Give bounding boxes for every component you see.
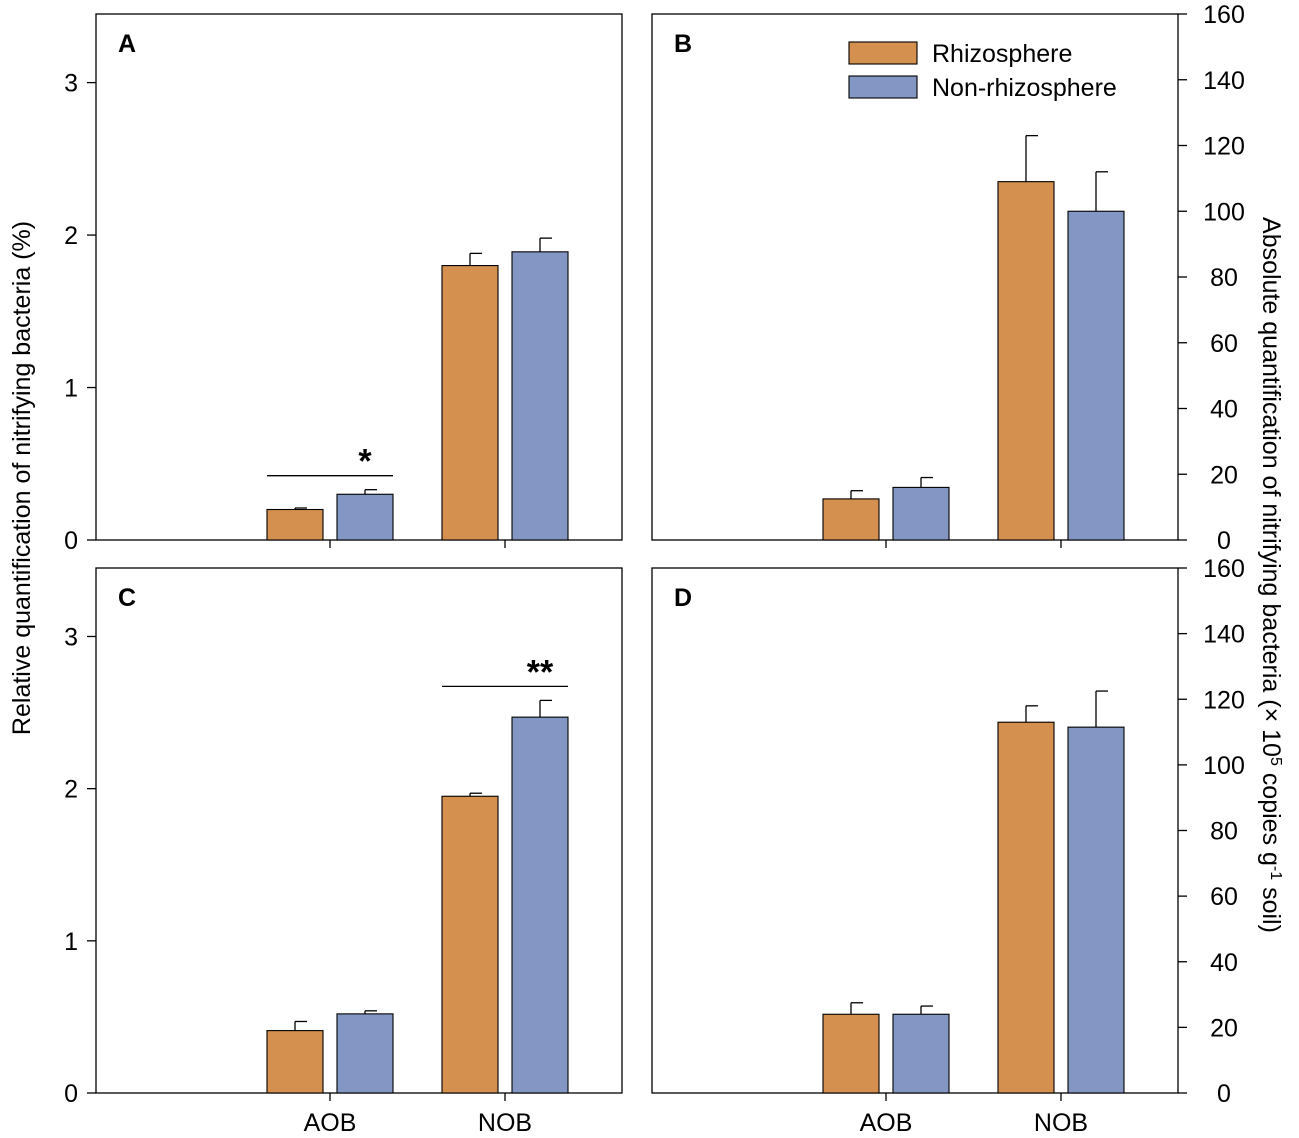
y-tick-label-B: 120 [1203,133,1245,161]
bar-A-non_rhizosphere-AOB [336,493,394,541]
y-tick-label-D: 20 [1210,1014,1238,1042]
bar-C-non_rhizosphere-NOB [511,716,569,1094]
y-tick-label-D: 160 [1203,555,1245,583]
x-tick-label-D: NOB [1034,1109,1088,1137]
bar-B-non_rhizosphere-NOB [1067,210,1125,541]
y-tick-label-B: 160 [1203,1,1245,29]
bar-D-non_rhizosphere-AOB [892,1013,950,1094]
y-tick-label-D: 60 [1210,883,1238,911]
bar-A-non_rhizosphere-NOB [511,251,569,541]
y-tick-label-C: 2 [64,776,78,804]
panel-B: 0 20 40 60 80 100 120 140 160 B Rhizosphere Non-rhi… [651,1,1245,555]
legend-swatch-rhizosphere [848,41,918,65]
y-tick-label-D: 0 [1217,1080,1231,1108]
bar-B-non_rhizosphere-AOB [892,486,950,541]
y-tick-label-D: 100 [1203,752,1245,780]
significance-marker-C: ** [527,653,554,691]
left-axis-title: Relative quantification of nitrifying ba… [8,221,36,735]
right-axis-title-supneg1: -1 [1268,866,1285,880]
y-tick-label-B: 140 [1203,67,1245,95]
y-tick-label-B: 100 [1203,198,1245,226]
bar-D-non_rhizosphere-NOB [1067,726,1125,1094]
panel-label-A: A [118,30,136,58]
y-tick-label-A: 1 [64,375,78,403]
bar-A-rhizosphere-NOB [441,265,499,541]
y-tick-label-B: 20 [1210,461,1238,489]
panel-label-C: C [118,584,136,612]
y-tick-label-B: 0 [1217,527,1231,555]
legend-swatch-non_rhizosphere [848,75,918,99]
bar-D-rhizosphere-AOB [822,1013,880,1094]
right-axis-title: Absolute quantification of nitrifying ba… [1257,217,1285,933]
x-tick-label-C: NOB [478,1109,532,1137]
bar-C-non_rhizosphere-AOB [336,1013,394,1094]
bar-A-rhizosphere-AOB [266,508,324,541]
y-tick-label-C: 3 [64,623,78,651]
y-tick-label-C: 0 [64,1080,78,1108]
y-tick-label-B: 60 [1210,330,1238,358]
x-tick-label-D: AOB [860,1109,913,1137]
right-axis-title-end: soil) [1257,880,1285,933]
legend-label-non_rhizosphere: Non-rhizosphere [932,74,1117,102]
y-tick-label-B: 40 [1210,396,1238,424]
y-tick-label-C: 1 [64,928,78,956]
bar-B-rhizosphere-NOB [997,181,1055,541]
bar-C-rhizosphere-AOB [266,1030,324,1094]
right-axis-title-mid: copies g [1257,766,1285,866]
y-tick-label-D: 140 [1203,621,1245,649]
legend-label-rhizosphere: Rhizosphere [932,40,1072,68]
significance-marker-A: * [358,443,372,481]
right-axis-title-main: Absolute quantification of nitrifying ba… [1257,217,1285,757]
y-tick-label-D: 120 [1203,686,1245,714]
bar-D-rhizosphere-NOB [997,721,1055,1094]
panel-C: 0 1 2 3 AOB NOB ** C [64,567,623,1137]
panel-label-D: D [674,584,692,612]
y-tick-label-B: 80 [1210,264,1238,292]
panel-D: 0 20 40 60 80 100 120 140 160 AOB NOB D [651,555,1245,1137]
right-axis-title-sup5: 5 [1268,757,1285,766]
bar-B-rhizosphere-AOB [822,498,880,541]
y-tick-label-D: 40 [1210,949,1238,977]
bar-C-rhizosphere-NOB [441,795,499,1094]
y-tick-label-D: 80 [1210,818,1238,846]
panel-A: 0 1 2 3 * A [64,13,623,555]
y-tick-label-A: 2 [64,222,78,250]
panel-label-B: B [674,30,692,58]
y-tick-label-A: 0 [64,527,78,555]
y-tick-label-A: 3 [64,70,78,98]
x-tick-label-C: AOB [304,1109,357,1137]
